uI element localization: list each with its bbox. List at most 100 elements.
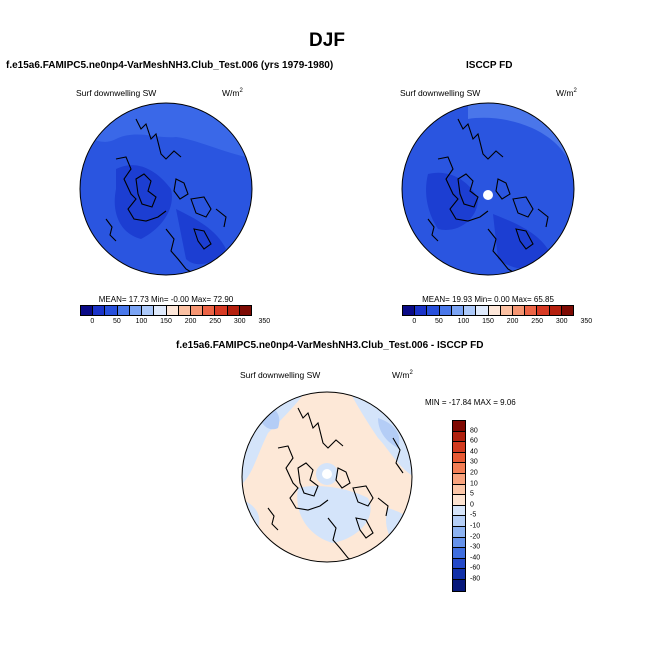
colorbar-tick-label: 0 [412,318,417,325]
colorbar-swatch [453,516,465,527]
panel3-title: f.e15a6.FAMIPC5.ne0np4-VarMeshNH3.Club_T… [176,340,484,351]
colorbar-swatch [129,306,143,315]
map-region [426,172,478,230]
colorbar-tick-label: 250 [209,318,221,325]
missing-data-pole [483,190,493,200]
colorbar-tick-label: 350 [258,318,271,325]
colorbar-swatch [549,306,562,315]
panel2-colorbar: 0 50 100 150 200 250 300 350 [402,305,592,326]
colorbar-swatch [453,421,465,432]
colorbar-swatch [427,306,440,315]
colorbar-swatch [537,306,550,315]
panel3-variable-label: Surf downwelling SW [240,370,321,380]
colorbar-swatch [142,306,155,315]
colorbar-swatch [93,306,106,315]
colorbar-swatch [453,569,465,580]
colorbar-swatches [402,305,574,316]
colorbar-swatch [512,306,526,315]
panel3-polar-map [241,391,413,563]
colorbar-swatch [117,306,130,315]
colorbar-swatch [453,505,465,517]
colorbar-ticks: 80 60 40 30 20 10 5 0 -5 -10 -20 -30 -40 -60 -80 [470,420,500,582]
map-region [386,508,412,548]
colorbar-tick-label: 30 [470,458,478,466]
map-field [402,103,574,275]
panel1-stats: MEAN= 17.73 Min= -0.00 Max= 72.90 [98,295,234,304]
panel1-colorbar: 0 50 100 150 200 250 300 350 [80,305,270,326]
colorbar-swatch [154,306,167,315]
colorbar-tick-label: 0 [470,501,474,509]
colorbar-tick-label: 10 [470,480,478,488]
map-region [114,165,172,239]
colorbar-swatch [476,306,489,315]
panel1-units-label: W/m2 [222,88,243,98]
colorbar-tick-label: -80 [470,575,481,583]
colorbar-swatch [105,306,118,315]
colorbar-swatch [451,306,465,315]
colorbar-tick-label: -40 [470,554,481,562]
colorbar-tick-label: -20 [470,533,481,541]
panel2-title: ISCCP FD [466,60,513,71]
coastlines [105,118,227,275]
colorbar-swatch [453,495,465,506]
colorbar-swatch [453,473,465,485]
colorbar-swatch [561,306,574,315]
coastlines [427,118,549,275]
colorbar-swatch [453,463,465,474]
colorbar-swatches [452,420,466,592]
colorbar-tick-label: -30 [470,543,481,551]
colorbar-swatch [403,306,416,315]
colorbar-tick-label: 20 [470,469,478,477]
colorbar-swatch [415,306,428,315]
colorbar-tick-label: 80 [470,427,478,435]
colorbar-swatch [178,306,191,315]
colorbar-swatch [166,306,179,315]
colorbar-tick-label: -60 [470,564,481,572]
colorbar-tick-label: 50 [112,318,121,325]
panel1-polar-map [79,102,253,276]
colorbar-tick-label: 200 [184,318,197,325]
colorbar-ticks: 0 50 100 150 200 250 300 350 [80,316,270,326]
colorbar-ticks: 0 50 100 150 200 250 300 350 [402,316,592,326]
colorbar-swatch [453,558,465,570]
colorbar-swatch [464,306,477,315]
map-region [176,209,226,265]
colorbar-swatch [239,306,252,315]
colorbar-tick-label: 150 [482,318,494,325]
colorbar-swatch [453,548,465,559]
colorbar-tick-label: 50 [434,318,443,325]
colorbar-swatch [203,306,216,315]
colorbar-swatch [190,306,204,315]
coastlines [267,407,404,562]
colorbar-tick-label: -5 [470,511,477,519]
colorbar-swatch [453,526,465,538]
colorbar-tick-label: 100 [457,318,470,325]
colorbar-swatch [453,579,465,591]
panel2-units-label: W/m2 [556,88,577,98]
panel3-stats: MIN = -17.84 MAX = 9.06 [425,398,516,407]
colorbar-swatch [227,306,240,315]
colorbar-tick-label: -10 [470,522,481,530]
missing-data-pole [322,469,332,479]
panel2-polar-map [401,102,575,276]
colorbar-tick-label: 200 [506,318,519,325]
map-region [297,486,371,543]
colorbar-tick-label: 60 [470,437,478,445]
colorbar-tick-label: 5 [470,490,474,498]
colorbar-swatch [453,537,465,549]
map-border [241,391,413,563]
colorbar-swatch [215,306,228,315]
colorbar-swatch [81,306,94,315]
colorbar-tick-label: 350 [580,318,593,325]
colorbar-swatches [80,305,252,316]
colorbar-swatch [488,306,501,315]
colorbar-swatch [525,306,538,315]
colorbar-swatch [500,306,513,315]
colorbar-swatch [453,484,465,496]
panel1-title: f.e15a6.FAMIPC5.ne0np4-VarMeshNH3.Club_T… [6,60,334,71]
colorbar-swatch [439,306,452,315]
map-border [401,102,575,276]
panel1-variable-label: Surf downwelling SW [76,88,157,98]
panel3-colorbar [452,420,466,592]
colorbar-swatch [453,452,465,464]
